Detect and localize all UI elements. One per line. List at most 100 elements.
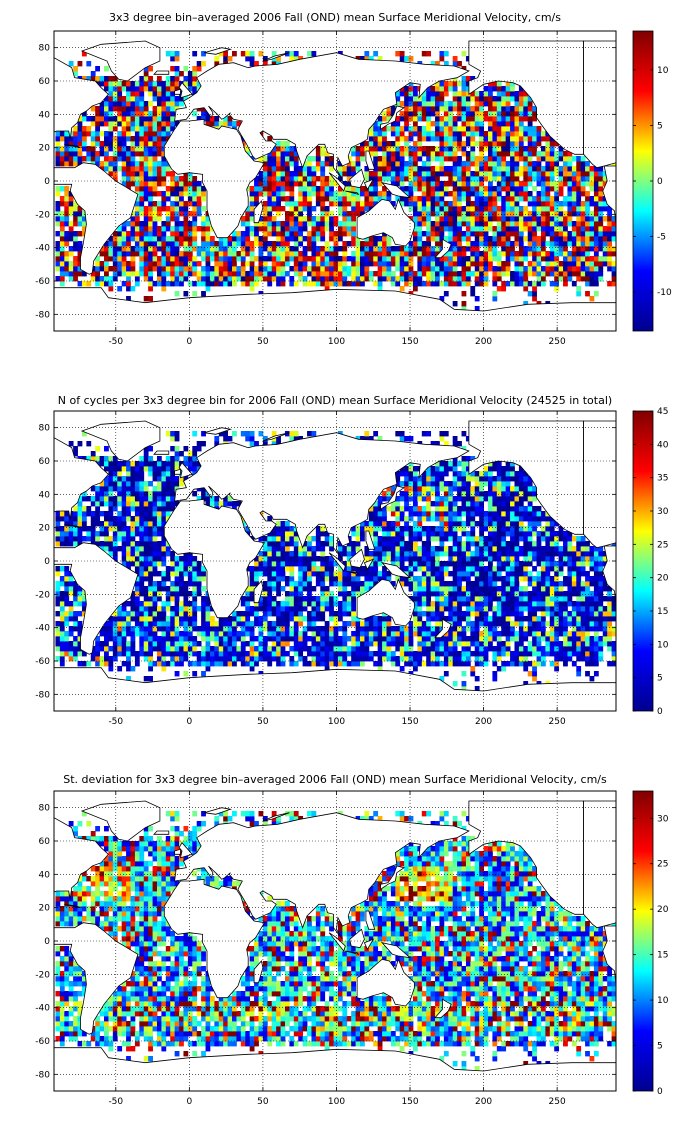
heatmap-cell	[280, 611, 286, 617]
heatmap-cell	[439, 271, 445, 277]
heatmap-cell	[240, 236, 246, 242]
heatmap-cell	[214, 651, 220, 657]
heatmap-cell	[426, 191, 432, 197]
heatmap-cell	[430, 196, 436, 202]
heatmap-cell	[108, 276, 114, 282]
heatmap-cell	[302, 661, 308, 667]
heatmap-cell	[276, 616, 281, 622]
heatmap-cell	[523, 181, 529, 187]
heatmap-cell	[417, 231, 423, 237]
heatmap-cell	[187, 661, 193, 667]
heatmap-cell	[373, 621, 379, 627]
heatmap-cell	[165, 111, 171, 117]
heatmap-cell	[563, 616, 568, 622]
heatmap-cell	[117, 156, 123, 162]
heatmap-cell	[276, 226, 281, 232]
heatmap-cell	[351, 146, 356, 152]
heatmap-cell	[81, 231, 87, 237]
heatmap-cell	[364, 241, 370, 247]
heatmap-cell	[412, 146, 418, 152]
heatmap-cell	[121, 221, 127, 227]
heatmap-cell	[426, 211, 432, 217]
heatmap-cell	[576, 156, 582, 162]
heatmap-cell	[170, 206, 176, 212]
heatmap-cell	[360, 651, 365, 657]
heatmap-cell	[315, 186, 321, 192]
heatmap-cell	[514, 276, 520, 282]
heatmap-cell	[430, 281, 436, 287]
heatmap-cell	[121, 601, 127, 607]
heatmap-cell	[435, 136, 440, 142]
heatmap-cell	[324, 661, 330, 667]
heatmap-cell	[496, 271, 502, 277]
heatmap-cell	[505, 221, 511, 227]
heatmap-cell	[108, 661, 114, 667]
heatmap-cell	[426, 636, 432, 642]
heatmap-cell	[302, 166, 308, 172]
heatmap-cell	[134, 141, 140, 147]
heatmap-cell	[311, 186, 317, 192]
heatmap-cell	[585, 601, 590, 607]
heatmap-cell	[386, 251, 392, 257]
heatmap-cell	[240, 271, 246, 277]
heatmap-cell	[611, 266, 617, 272]
heatmap-cell	[134, 601, 140, 607]
heatmap-cell	[465, 141, 471, 147]
heatmap-cell	[602, 171, 608, 177]
heatmap-cell	[554, 271, 560, 277]
heatmap-cell	[95, 656, 100, 662]
heatmap-cell	[55, 641, 61, 647]
heatmap-cell	[183, 616, 189, 622]
heatmap-cell	[329, 661, 334, 667]
heatmap-cell	[276, 201, 281, 207]
heatmap-cell	[492, 136, 498, 142]
heatmap-cell	[329, 216, 334, 222]
heatmap-cell	[205, 246, 211, 252]
heatmap-cell	[258, 601, 264, 607]
heatmap-cell	[342, 166, 348, 172]
heatmap-cell	[474, 646, 480, 652]
heatmap-cell	[527, 96, 533, 102]
heatmap-cell	[201, 291, 206, 297]
heatmap-cell	[563, 151, 568, 157]
heatmap-cell	[209, 256, 215, 262]
heatmap-cell	[258, 236, 264, 242]
heatmap-cell	[457, 276, 462, 282]
heatmap-cell	[112, 271, 118, 277]
heatmap-cell	[571, 636, 577, 642]
heatmap-cell	[532, 266, 537, 272]
heatmap-cell	[99, 641, 105, 647]
heatmap-cell	[408, 196, 414, 202]
heatmap-cell	[280, 631, 286, 637]
heatmap-cell	[311, 166, 317, 172]
heatmap-cell	[390, 661, 396, 667]
heatmap-cell	[470, 246, 476, 252]
heatmap-cell	[90, 121, 96, 127]
heatmap-cell	[337, 266, 343, 272]
heatmap-cell	[324, 656, 330, 662]
heatmap-cell	[307, 201, 312, 207]
heatmap-cell	[152, 216, 158, 222]
heatmap-cell	[585, 191, 590, 197]
heatmap-cell	[540, 276, 546, 282]
heatmap-cell	[64, 256, 70, 262]
heatmap-cell	[302, 261, 308, 267]
heatmap-cell	[443, 81, 449, 87]
heatmap-cell	[589, 661, 595, 667]
heatmap-cell	[108, 131, 114, 137]
heatmap-cell	[382, 151, 387, 157]
heatmap-cell	[55, 261, 61, 267]
heatmap-cell	[589, 171, 595, 177]
heatmap-cell	[249, 631, 255, 637]
heatmap-cell	[536, 126, 542, 132]
heatmap-cell	[59, 651, 65, 657]
heatmap-cell	[276, 606, 281, 612]
heatmap-cell	[95, 646, 100, 652]
heatmap-cell	[170, 246, 176, 252]
heatmap-cell	[249, 231, 255, 237]
heatmap-cell	[514, 281, 520, 287]
heatmap-cell	[59, 186, 65, 192]
heatmap-cell	[267, 606, 273, 612]
heatmap-cell	[576, 286, 582, 292]
heatmap-cell	[152, 121, 158, 127]
